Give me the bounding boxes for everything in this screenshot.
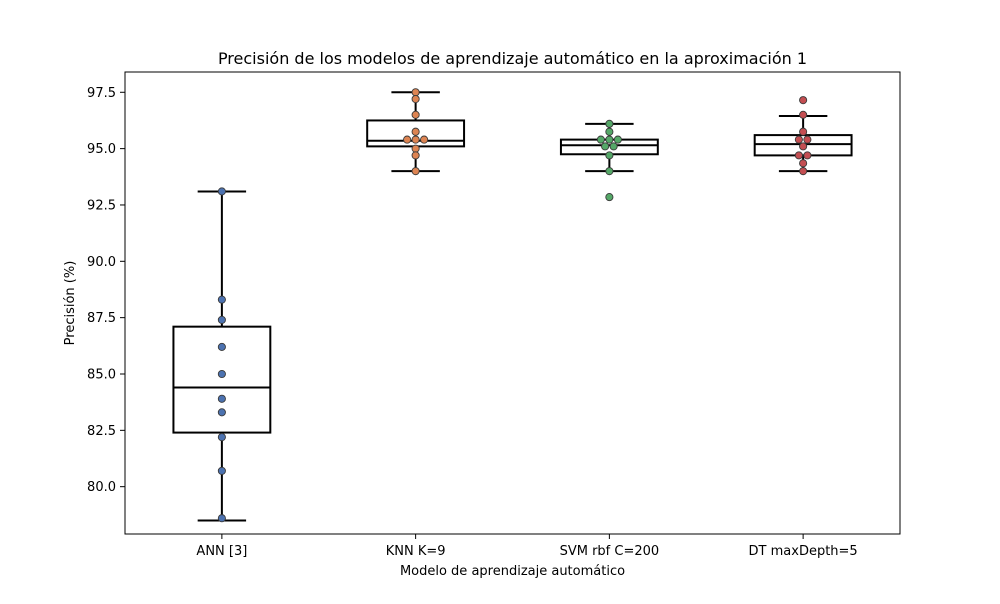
y-axis-label: Precisión (%) (63, 261, 78, 346)
data-point (411, 151, 420, 160)
box-group (172, 187, 272, 523)
y-tick-label: 87.5 (87, 311, 116, 326)
data-point (803, 151, 812, 160)
y-tick-label: 80.0 (87, 480, 116, 495)
y-tick-label: 95.0 (87, 142, 116, 157)
y-tick-label: 85.0 (87, 367, 116, 382)
data-point (217, 369, 226, 379)
data-point (217, 187, 226, 196)
data-point (411, 94, 420, 104)
data-point (411, 144, 420, 153)
x-tick-label: ANN [3] (196, 544, 247, 559)
plot-frame (124, 71, 901, 535)
data-point (799, 110, 808, 119)
data-point (799, 127, 808, 136)
data-point (605, 193, 614, 202)
data-point (601, 142, 610, 151)
y-tick-label: 97.5 (87, 86, 116, 101)
data-point (411, 88, 420, 97)
data-point (605, 167, 614, 176)
box-group (559, 119, 659, 202)
data-point (799, 159, 808, 168)
data-point (411, 135, 420, 144)
data-point (613, 135, 622, 144)
data-point (217, 342, 226, 351)
chart-title: Precisión de los modelos de aprendizaje … (218, 49, 807, 68)
data-point (217, 295, 226, 304)
data-point (794, 151, 803, 160)
data-point (403, 135, 412, 144)
data-point (794, 135, 803, 144)
x-axis-label: Modelo de aprendizaje automático (400, 564, 625, 579)
data-point (799, 142, 808, 151)
data-point (217, 466, 226, 475)
box (172, 325, 272, 434)
data-point (411, 167, 420, 176)
box-group (753, 96, 853, 176)
x-tick-label: DT maxDepth=5 (749, 544, 858, 559)
data-point (217, 394, 226, 403)
data-point (217, 408, 226, 417)
data-point (605, 119, 614, 128)
x-tick-label: SVM rbf C=200 (560, 544, 660, 559)
data-point (799, 96, 808, 105)
y-tick-label: 82.5 (87, 424, 116, 439)
data-point (217, 514, 226, 523)
box-group (366, 88, 466, 176)
plot-area (172, 88, 853, 523)
data-point (217, 315, 226, 324)
data-point (411, 110, 420, 119)
data-point (605, 151, 614, 160)
y-tick-label: 90.0 (87, 255, 116, 270)
data-point (799, 167, 808, 176)
data-point (411, 127, 420, 136)
data-point (803, 135, 812, 144)
data-point (609, 142, 618, 151)
data-point (217, 433, 226, 442)
x-tick-label: KNN K=9 (386, 544, 446, 559)
data-point (420, 135, 429, 144)
data-point (605, 127, 614, 136)
y-tick-label: 92.5 (87, 198, 116, 213)
data-point (596, 135, 605, 144)
data-point (605, 135, 614, 144)
